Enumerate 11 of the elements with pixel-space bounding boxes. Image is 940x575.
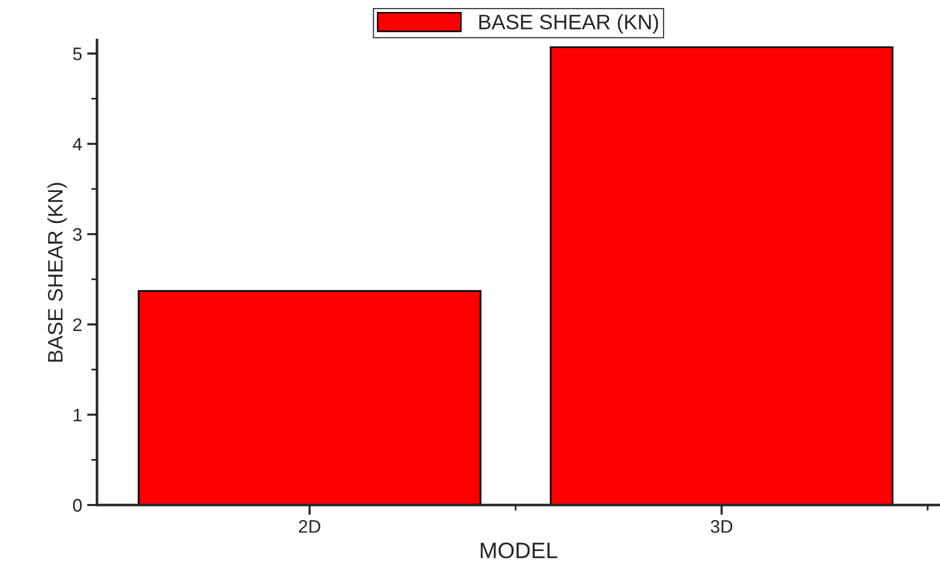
y-tick-label: 1	[74, 408, 82, 422]
x-axis-title: MODEL	[480, 542, 558, 558]
y-tick-label: 3	[73, 228, 82, 241]
x-tick-label: 3D	[710, 520, 732, 533]
y-tick-label: 0	[73, 498, 82, 512]
y-axis-title: BASE SHEAR (KN)	[47, 182, 67, 362]
y-tick-label: 4	[72, 138, 82, 150]
y-tick-label: 5	[73, 48, 82, 60]
legend-label: BASE SHEAR (KN)	[479, 14, 658, 34]
y-tick-label: 2	[73, 318, 82, 331]
x-tick-label: 2D	[298, 520, 320, 533]
